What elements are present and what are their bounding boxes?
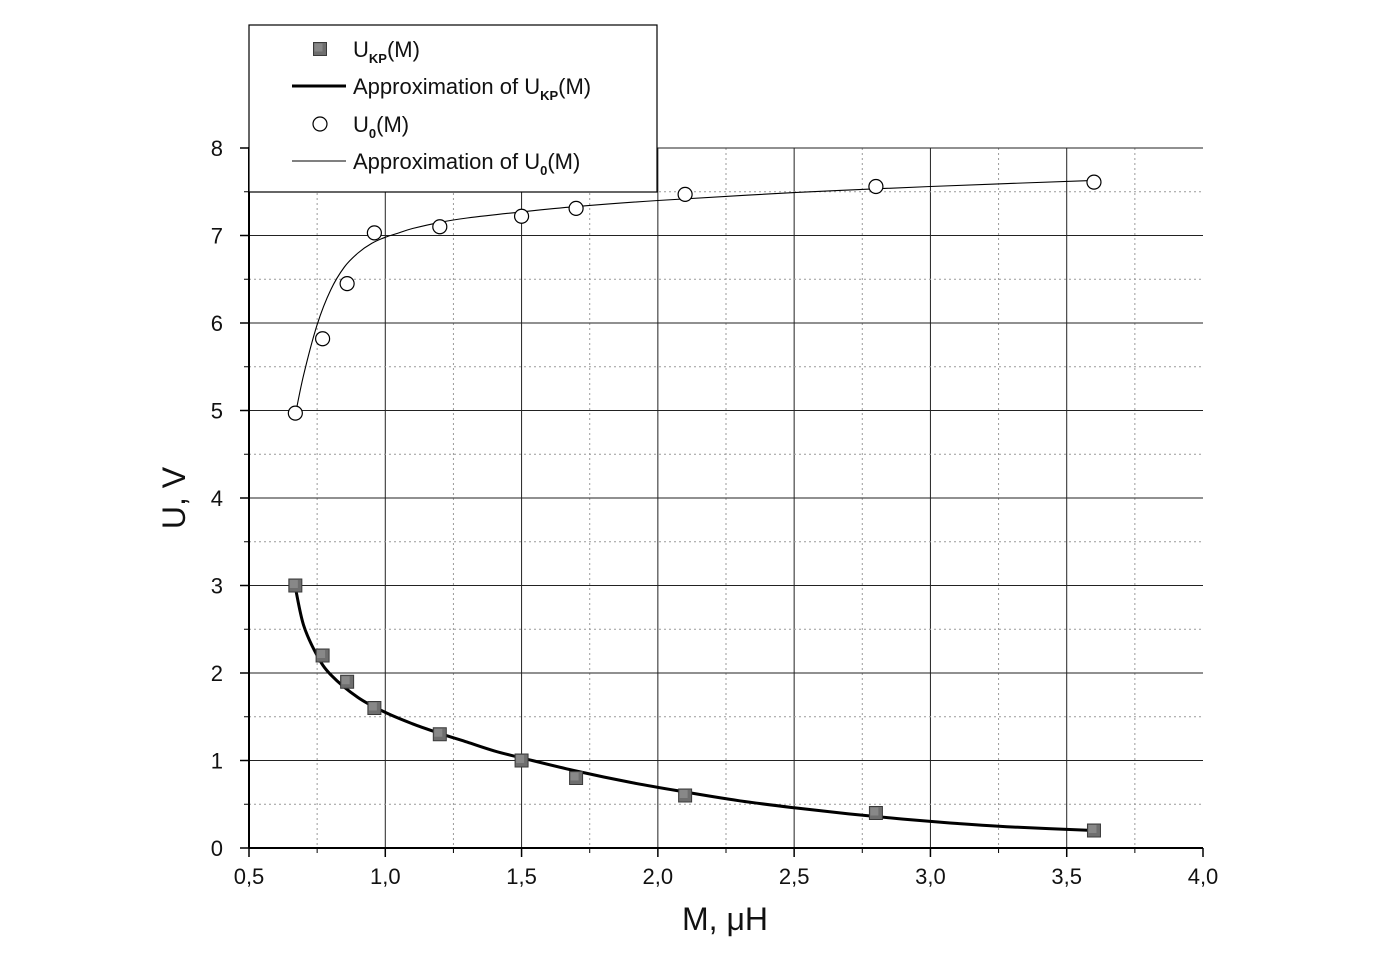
data-point-circle [339, 276, 355, 292]
legend-item: Approximation of U0(M) [292, 149, 580, 178]
y-axis-title: U, V [156, 466, 192, 529]
legend-item: Approximation of UKP(M) [292, 74, 591, 103]
y-tick-label: 3 [211, 574, 223, 599]
x-tick-label: 3,5 [1051, 864, 1082, 889]
legend-item: U0(M) [312, 112, 409, 141]
series-2 [287, 174, 1102, 421]
x-tick-label: 4,0 [1188, 864, 1219, 889]
y-tick-label: 8 [211, 136, 223, 161]
legend-label: UKP(M) [353, 37, 420, 66]
x-axis-title: M, μH [682, 901, 768, 937]
x-tick-label: 1,0 [370, 864, 401, 889]
data-point-square [569, 771, 584, 785]
series-line [293, 586, 1095, 832]
legend-label: Approximation of U0(M) [353, 149, 580, 178]
x-tick-label: 2,5 [779, 864, 810, 889]
data-point-square [288, 578, 303, 593]
y-tick-label: 7 [211, 224, 223, 249]
series-layer [287, 174, 1102, 838]
tick-labels: 0,5 1,0 1,5 2,0 2,5 3,0 3,5 4,0 0 1 2 3 4 5 6 7 8 [211, 136, 1219, 889]
y-tick-label: 0 [211, 836, 223, 861]
axes [240, 147, 1204, 857]
series-1 [293, 586, 1095, 832]
x-tick-label: 2,0 [643, 864, 674, 889]
y-tick-label: 6 [211, 311, 223, 336]
data-point-square [367, 701, 382, 715]
data-point-circle [287, 405, 303, 421]
legend-label: Approximation of UKP(M) [353, 74, 591, 103]
y-tick-label: 2 [211, 661, 223, 686]
legend: UKP(M) Approximation of UKP(M) U0(M) Approx… [248, 24, 658, 193]
data-point-circle [868, 178, 884, 195]
data-point-square [1086, 823, 1101, 838]
data-point-square [340, 674, 355, 689]
data-point-square [678, 788, 693, 803]
legend-item: UKP(M) [313, 37, 420, 66]
data-point-circle [432, 219, 448, 235]
data-point-circle [314, 331, 331, 347]
legend-symbol-square [313, 42, 327, 56]
data-point-circle [513, 208, 530, 224]
data-point-circle [677, 186, 693, 202]
y-tick-label: 4 [211, 486, 223, 511]
data-point-circle [1086, 174, 1102, 190]
series-0 [288, 578, 1101, 838]
data-point-square [868, 806, 883, 820]
y-tick-label: 5 [211, 399, 223, 424]
data-point-square [514, 753, 529, 768]
data-point-square [315, 648, 330, 663]
x-tick-label: 3,0 [915, 864, 946, 889]
data-point-square [432, 727, 447, 742]
series-3 [294, 179, 1095, 416]
x-tick-label: 0,5 [234, 864, 265, 889]
data-point-circle [568, 200, 584, 216]
y-tick-label: 1 [211, 749, 223, 774]
legend-symbol-circle [312, 116, 328, 132]
legend-label: U0(M) [353, 112, 409, 141]
data-point-circle [366, 225, 382, 241]
series-line [294, 179, 1095, 416]
x-tick-label: 1,5 [506, 864, 537, 889]
grid [249, 147, 1203, 848]
